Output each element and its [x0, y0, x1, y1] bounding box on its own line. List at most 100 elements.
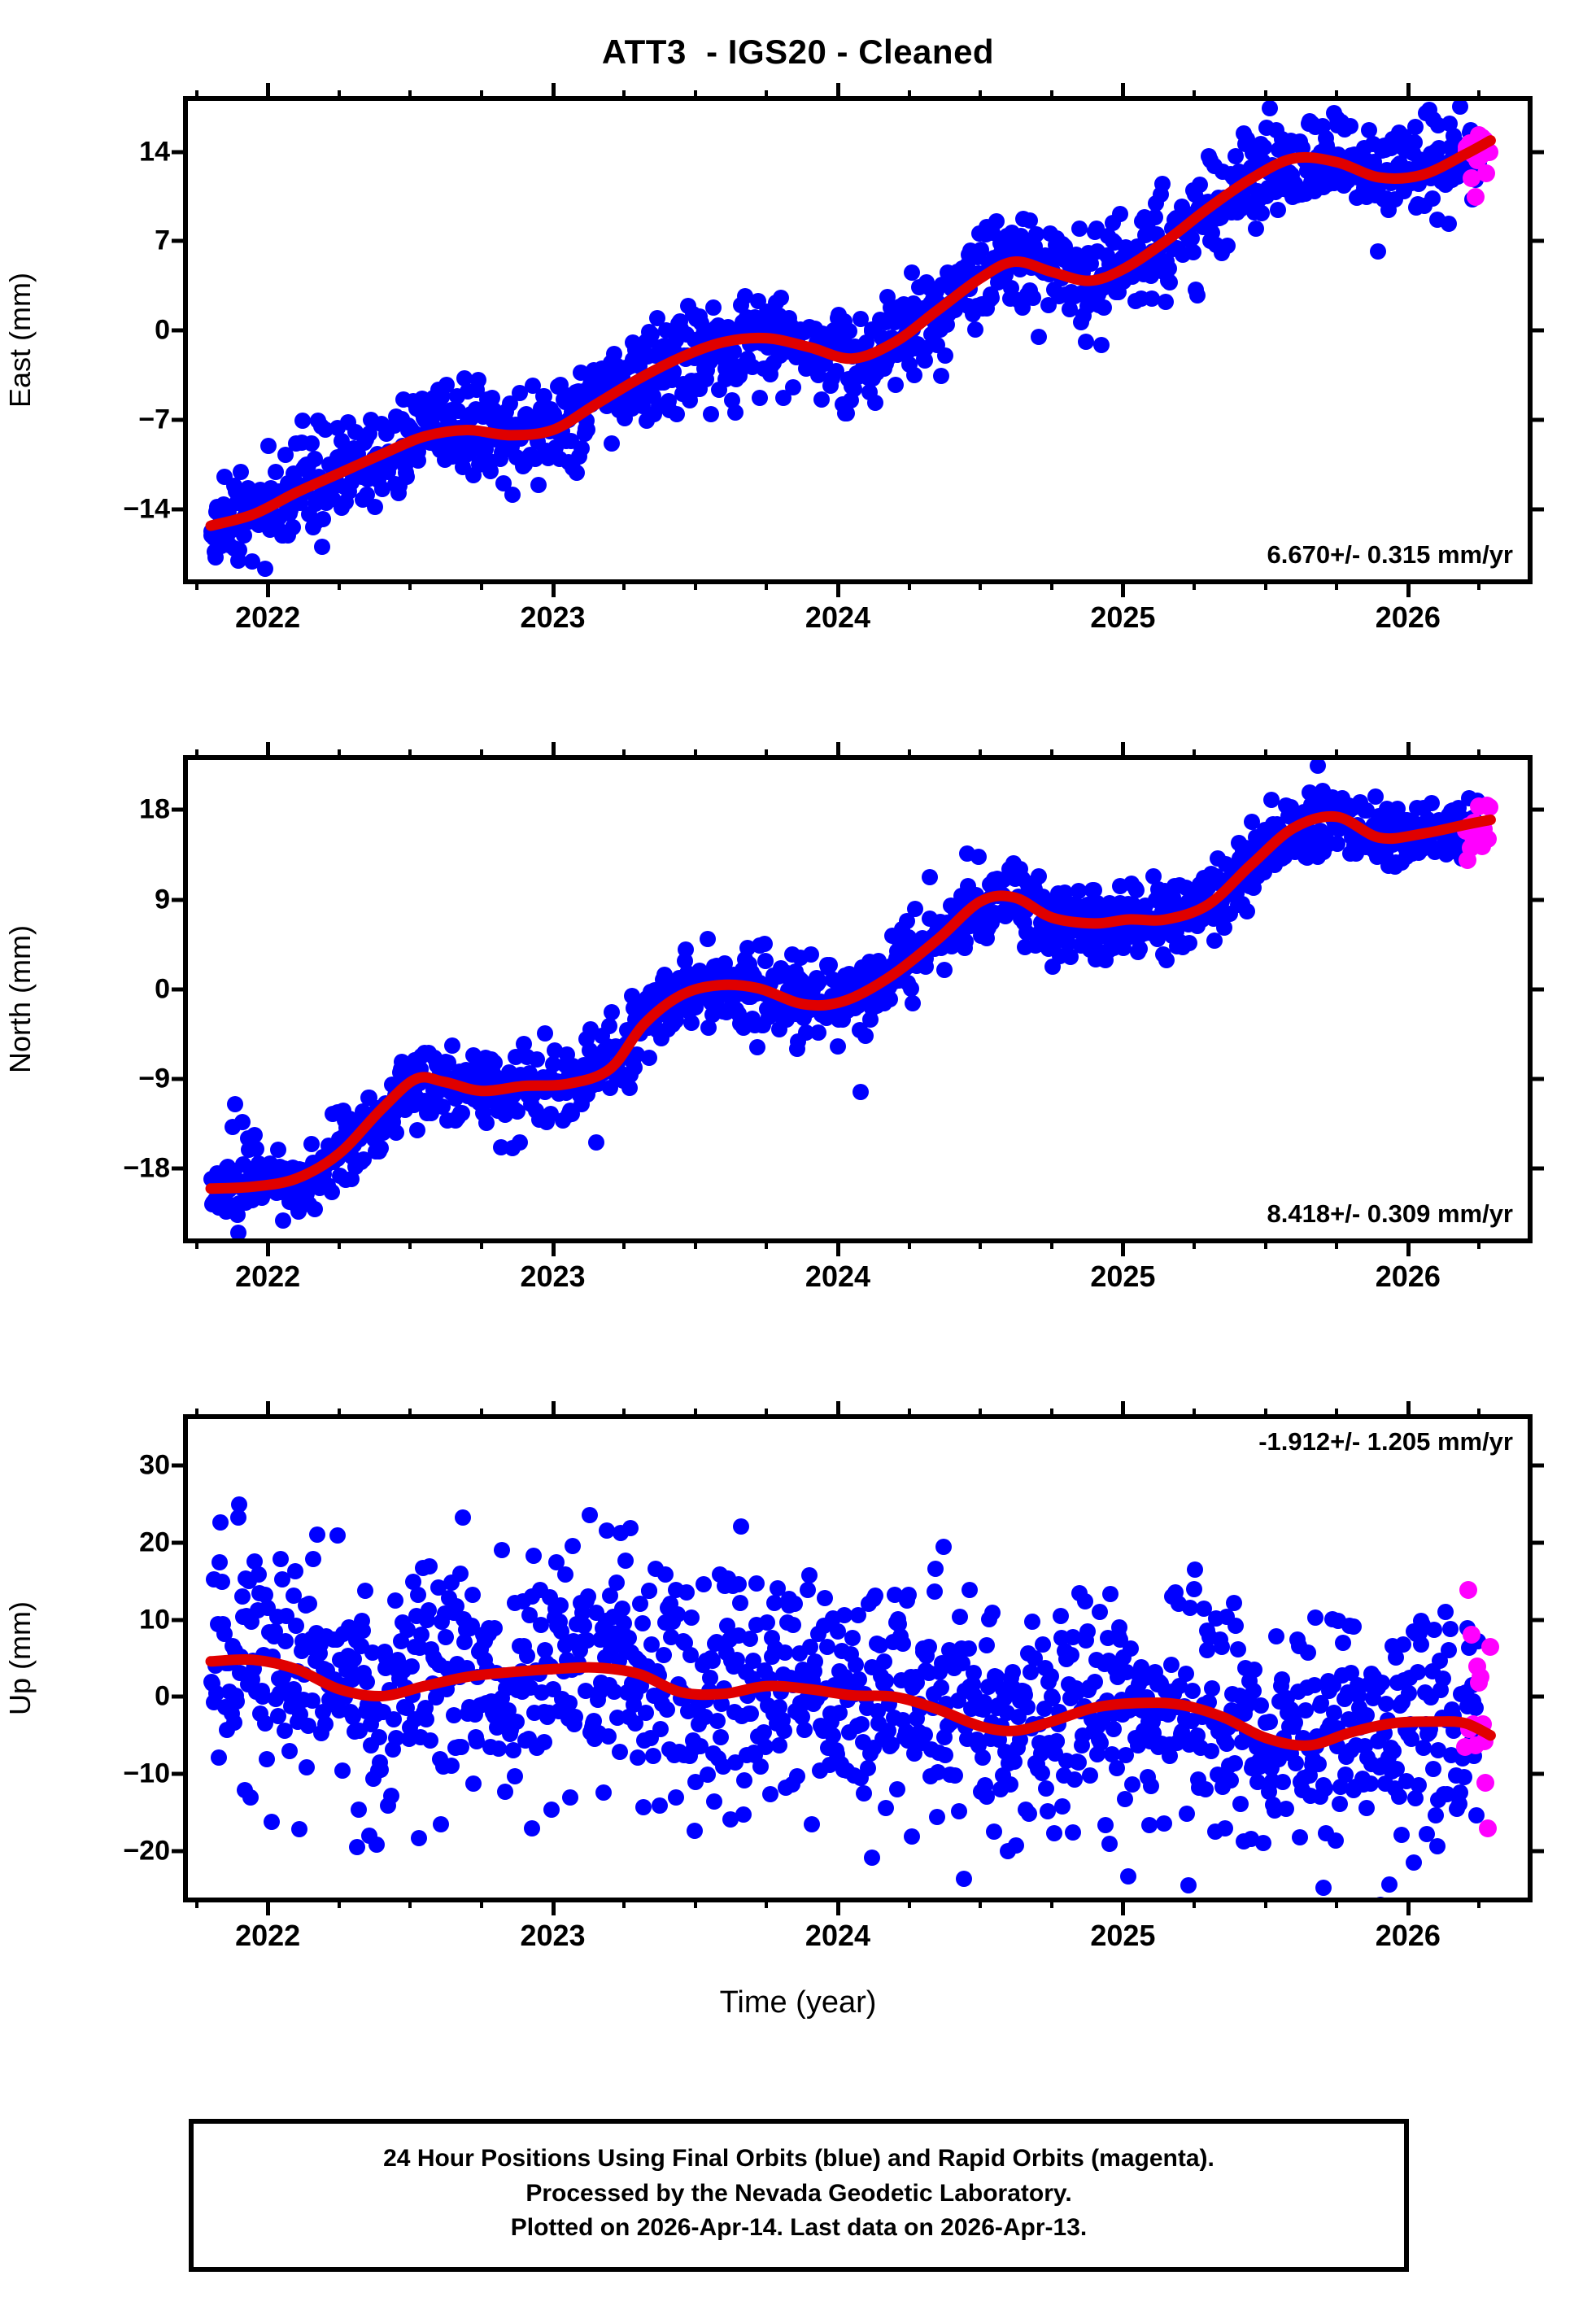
east-xtick-top [479, 90, 483, 101]
north-xtick-minor [1193, 1238, 1196, 1249]
east-xtick-minor [1477, 579, 1481, 590]
up-xtick-minor [622, 1898, 626, 1908]
north-xtick-label: 2025 [1090, 1260, 1156, 1293]
up-ytick-mark-right [1528, 1540, 1544, 1545]
east-xtick-minor [1335, 579, 1339, 590]
up-ytick-label: −20 [123, 1835, 170, 1867]
up-ytick-label: 10 [139, 1604, 170, 1636]
up-xtick-top [1121, 1401, 1126, 1419]
up-ytick-mark [172, 1463, 188, 1468]
north-xtick-minor [1263, 1238, 1267, 1249]
east-ytick-mark-right [1528, 150, 1544, 155]
up-xtick-top [1193, 1408, 1196, 1419]
east-xtick-minor [194, 579, 198, 590]
north-xtick-minor [479, 1238, 483, 1249]
north-ytick-mark [172, 807, 188, 812]
north-ytick-mark-right [1528, 1166, 1544, 1171]
east-ytick-mark-right [1528, 328, 1544, 333]
north-ytick-mark [172, 987, 188, 992]
up-trend-line [188, 1419, 1528, 1898]
north-trend-line [188, 760, 1528, 1238]
east-xtick-top [907, 90, 911, 101]
up-xtick-top [1049, 1408, 1053, 1419]
north-xtick-top [1049, 749, 1053, 760]
x-axis-label: Time (year) [719, 1985, 877, 2020]
up-xtick-minor [693, 1898, 697, 1908]
east-xtick-minor [693, 579, 697, 590]
up-xtick-minor [765, 1898, 769, 1908]
north-xtick-minor [765, 1238, 769, 1249]
north-xtick-top [1477, 749, 1481, 760]
north-rate-annotation: 8.418+/- 0.309 mm/yr [1267, 1199, 1513, 1228]
north-ytick-label: 0 [155, 973, 170, 1005]
north-xtick-major [1121, 1238, 1126, 1256]
north-xtick-minor [408, 1238, 412, 1249]
up-xtick-top [1477, 1408, 1481, 1419]
up-xtick-top [408, 1408, 412, 1419]
panel-up: Up (mm) -1.912+/- 1.205 mm/yr 30 20 10 0 −10… [0, 1400, 1596, 2026]
up-xtick-top [765, 1408, 769, 1419]
up-xtick-minor [1263, 1898, 1267, 1908]
east-ytick-label: −14 [123, 493, 170, 525]
north-ytick-mark-right [1528, 987, 1544, 992]
up-xtick-minor [1193, 1898, 1196, 1908]
up-xtick-label: 2025 [1090, 1919, 1156, 1952]
east-ytick-mark [172, 328, 188, 333]
east-xtick-top [551, 83, 556, 101]
up-axis-label: Up (mm) [3, 1601, 37, 1715]
north-xtick-minor [622, 1238, 626, 1249]
north-xtick-label: 2024 [805, 1260, 871, 1293]
east-xtick-top [266, 83, 271, 101]
east-xtick-top [979, 90, 983, 101]
east-xtick-top [693, 90, 697, 101]
north-xtick-top [194, 749, 198, 760]
up-ytick-label: 30 [139, 1449, 170, 1481]
north-xtick-minor [979, 1238, 983, 1249]
east-xtick-top [835, 83, 840, 101]
east-xtick-label: 2026 [1375, 601, 1441, 634]
up-ytick-mark-right [1528, 1694, 1544, 1699]
north-xtick-top [408, 749, 412, 760]
east-xtick-top [765, 90, 769, 101]
east-xtick-minor [1263, 579, 1267, 590]
north-xtick-minor [1335, 1238, 1339, 1249]
up-xtick-major [1406, 1898, 1411, 1915]
up-xtick-top [479, 1408, 483, 1419]
east-ytick-mark [172, 238, 188, 243]
north-ytick-mark-right [1528, 1077, 1544, 1081]
north-xtick-top [835, 742, 840, 760]
east-xtick-major [266, 579, 271, 597]
east-xtick-label: 2024 [805, 601, 871, 634]
up-xtick-major [1121, 1898, 1126, 1915]
north-xtick-label: 2026 [1375, 1260, 1441, 1293]
east-xtick-minor [1193, 579, 1196, 590]
east-ytick-mark [172, 150, 188, 155]
north-ytick-mark-right [1528, 898, 1544, 902]
east-xtick-top [194, 90, 198, 101]
east-trend-path [211, 141, 1490, 526]
up-xtick-label: 2024 [805, 1919, 871, 1952]
north-ytick-mark [172, 898, 188, 902]
north-ytick-label: −9 [138, 1063, 170, 1094]
east-ytick-mark [172, 507, 188, 512]
east-ytick-label: 14 [139, 136, 170, 168]
north-xtick-minor [693, 1238, 697, 1249]
north-xtick-top [979, 749, 983, 760]
caption-line-3: Plotted on 2026-Apr-14. Last data on 202… [510, 2214, 1088, 2242]
east-ytick-mark-right [1528, 417, 1544, 422]
east-xtick-major [1121, 579, 1126, 597]
up-ytick-label: 20 [139, 1526, 170, 1558]
up-xtick-minor [337, 1898, 341, 1908]
up-xtick-major [266, 1898, 271, 1915]
up-ytick-mark-right [1528, 1771, 1544, 1776]
east-xtick-major [835, 579, 840, 597]
east-xtick-top [408, 90, 412, 101]
north-ytick-label: 9 [155, 884, 170, 915]
north-xtick-top [337, 749, 341, 760]
up-ytick-mark-right [1528, 1463, 1544, 1468]
east-xtick-major [1406, 579, 1411, 597]
east-xtick-minor [765, 579, 769, 590]
east-xtick-minor [479, 579, 483, 590]
east-xtick-major [551, 579, 556, 597]
east-xtick-top [622, 90, 626, 101]
